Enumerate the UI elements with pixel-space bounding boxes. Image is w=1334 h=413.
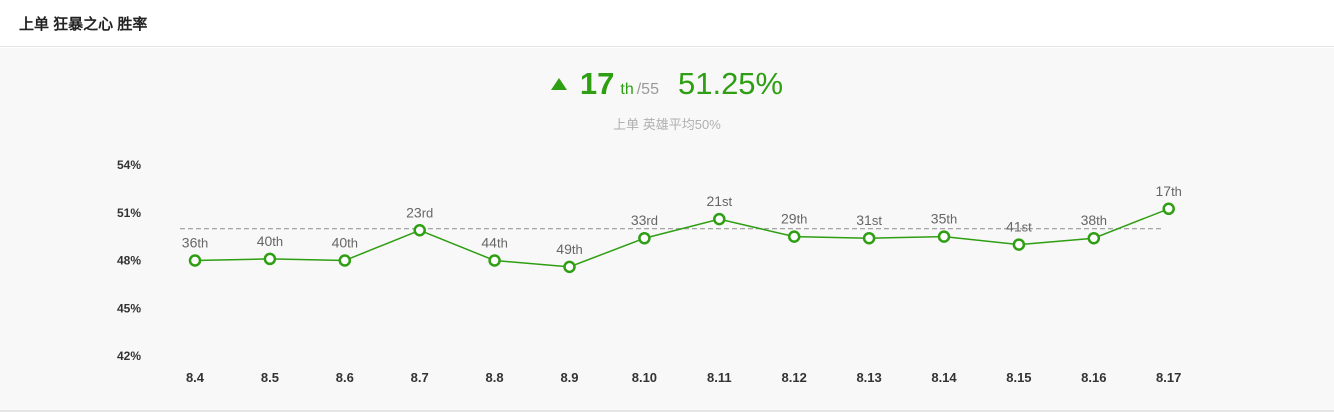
rank-label: 35th xyxy=(931,211,957,227)
x-tick-label: 8.4 xyxy=(186,370,205,385)
x-tick-label: 8.6 xyxy=(336,370,354,385)
x-tick-label: 8.11 xyxy=(707,370,732,385)
x-tick-label: 8.16 xyxy=(1081,370,1106,385)
data-point xyxy=(338,254,352,267)
rank-label-suffix: st xyxy=(872,213,883,228)
x-tick-label: 8.7 xyxy=(411,370,429,385)
rank-label-number: 36 xyxy=(182,235,198,251)
x-tick-label: 8.12 xyxy=(782,370,807,385)
rank-label-number: 31 xyxy=(856,212,872,228)
rank-label-number: 38 xyxy=(1081,212,1097,228)
y-tick-label: 54% xyxy=(117,158,141,172)
y-tick-label: 48% xyxy=(117,254,141,268)
winrate-panel: 17 th /55 51.25% 上单 英雄平均50% xyxy=(0,48,1334,412)
rank-label: 41st xyxy=(1006,219,1032,235)
rank-label-suffix: th xyxy=(197,236,208,251)
x-tick-label: 8.14 xyxy=(931,370,957,385)
rank-label-suffix: th xyxy=(347,236,358,251)
rank-label: 44th xyxy=(481,235,507,251)
average-subtitle: 上单 英雄平均50% xyxy=(613,117,721,132)
rank-label: 21st xyxy=(706,193,732,209)
data-point xyxy=(1012,238,1026,251)
data-point xyxy=(188,254,202,267)
y-tick-label: 42% xyxy=(117,349,141,363)
x-tick-label: 8.10 xyxy=(632,370,657,385)
page-title: 上单 狂暴之心 胜率 xyxy=(19,15,148,33)
rank-label-suffix: st xyxy=(722,194,733,209)
rank-label-suffix: th xyxy=(497,236,508,251)
data-point xyxy=(638,231,651,245)
rank-value: 17 xyxy=(579,66,615,101)
rank-total: /55 xyxy=(636,81,659,98)
rank-label: 31st xyxy=(856,212,882,228)
data-point xyxy=(263,252,277,266)
rank-label-number: 29 xyxy=(781,211,797,227)
rank-label-suffix: st xyxy=(1022,220,1033,235)
page-header: 上单 狂暴之心 胜率 xyxy=(0,0,1334,47)
x-tick-label: 8.13 xyxy=(856,370,881,385)
rank-label-suffix: th xyxy=(946,212,957,227)
rank-label-number: 40 xyxy=(257,233,273,249)
rank-label: 40th xyxy=(257,233,283,249)
x-tick-label: 8.8 xyxy=(486,370,504,385)
rank-label: 23rd xyxy=(406,204,433,220)
rank-label-suffix: th xyxy=(797,212,808,227)
rank-label-number: 33 xyxy=(631,212,647,228)
x-tick-label: 8.5 xyxy=(261,370,279,385)
triangle-up-icon xyxy=(550,78,567,90)
rank-label: 38th xyxy=(1081,212,1107,228)
rank-label-number: 35 xyxy=(931,211,947,227)
rank-label-number: 49 xyxy=(556,241,572,257)
rank-label-suffix: rd xyxy=(646,213,658,228)
rank-label: 29th xyxy=(781,211,807,227)
rank-label-number: 44 xyxy=(481,235,497,251)
data-point xyxy=(713,212,726,226)
rank-label: 33rd xyxy=(631,212,658,228)
data-point xyxy=(488,254,501,267)
winrate-series-line xyxy=(194,208,1169,268)
data-point xyxy=(862,231,876,245)
x-tick-label: 8.17 xyxy=(1156,370,1181,385)
data-point xyxy=(1087,231,1101,245)
rank-label-suffix: th xyxy=(1171,184,1182,199)
y-tick-label: 45% xyxy=(117,301,141,315)
winrate-value: 51.25% xyxy=(677,66,784,101)
rank-summary: 17 th /55 51.25% xyxy=(0,66,1334,102)
rank-label: 49th xyxy=(556,241,582,257)
rank-label-suffix: rd xyxy=(422,205,434,220)
rank-label-number: 21 xyxy=(706,193,722,209)
data-point xyxy=(787,230,801,243)
data-point xyxy=(1162,202,1175,216)
rank-label: 36th xyxy=(182,235,208,251)
rank-label-number: 23 xyxy=(406,204,422,220)
data-point xyxy=(413,224,426,237)
rank-label-suffix: th xyxy=(272,234,283,249)
x-tick-label: 8.9 xyxy=(560,370,578,385)
rank-label-number: 17 xyxy=(1155,183,1171,199)
data-point xyxy=(937,230,951,243)
rank-label: 17th xyxy=(1155,183,1181,199)
data-point xyxy=(563,260,576,274)
rank-label-number: 41 xyxy=(1006,219,1022,235)
rank-label-suffix: th xyxy=(1096,213,1107,228)
rank-label-suffix: th xyxy=(572,242,583,257)
rank-suffix: th xyxy=(620,81,634,98)
rank-label: 40th xyxy=(332,235,358,251)
x-tick-label: 8.15 xyxy=(1006,370,1031,385)
winrate-line-chart: 54% 51% 48% 45% 42% 8.4 8.5 8.6 8.7 8.8 8.9 8.10 8.1… xyxy=(117,158,1182,385)
y-tick-label: 51% xyxy=(117,206,141,220)
rank-label-number: 40 xyxy=(332,235,348,251)
